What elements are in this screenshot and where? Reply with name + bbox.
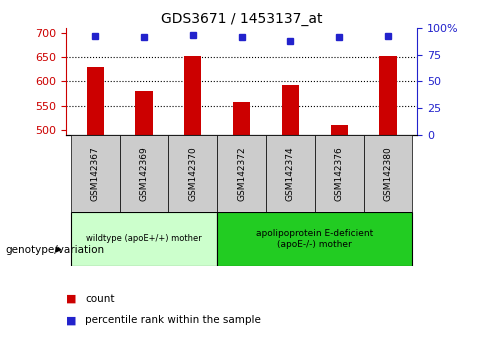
Bar [71,135,120,212]
Bar [71,212,217,266]
Bar [217,135,266,212]
Text: wildtype (apoE+/+) mother: wildtype (apoE+/+) mother [86,234,202,244]
Text: count: count [85,294,115,304]
Bar [136,91,153,135]
Text: ■: ■ [66,294,77,304]
Text: apolipoprotein E-deficient
(apoE-/-) mother: apolipoprotein E-deficient (apoE-/-) mot… [256,229,373,249]
Text: GSM142367: GSM142367 [91,146,100,201]
Text: GSM142372: GSM142372 [237,146,246,201]
Text: GSM142376: GSM142376 [335,146,344,201]
Text: ■: ■ [66,315,77,325]
Text: GSM142380: GSM142380 [384,146,392,201]
Bar [87,67,104,135]
Bar [168,135,217,212]
Bar [217,212,412,266]
Bar [266,135,315,212]
Bar [380,56,397,135]
Bar [184,56,202,135]
Bar [315,135,364,212]
Text: GSM142369: GSM142369 [140,146,148,201]
Text: GSM142370: GSM142370 [188,146,197,201]
Bar [364,135,412,212]
Text: genotype/variation: genotype/variation [5,245,104,255]
Title: GDS3671 / 1453137_at: GDS3671 / 1453137_at [161,12,322,26]
Bar [331,125,348,135]
Bar [282,85,299,135]
Bar [233,102,250,135]
Bar [120,135,168,212]
Text: percentile rank within the sample: percentile rank within the sample [85,315,261,325]
Text: GSM142374: GSM142374 [286,146,295,201]
